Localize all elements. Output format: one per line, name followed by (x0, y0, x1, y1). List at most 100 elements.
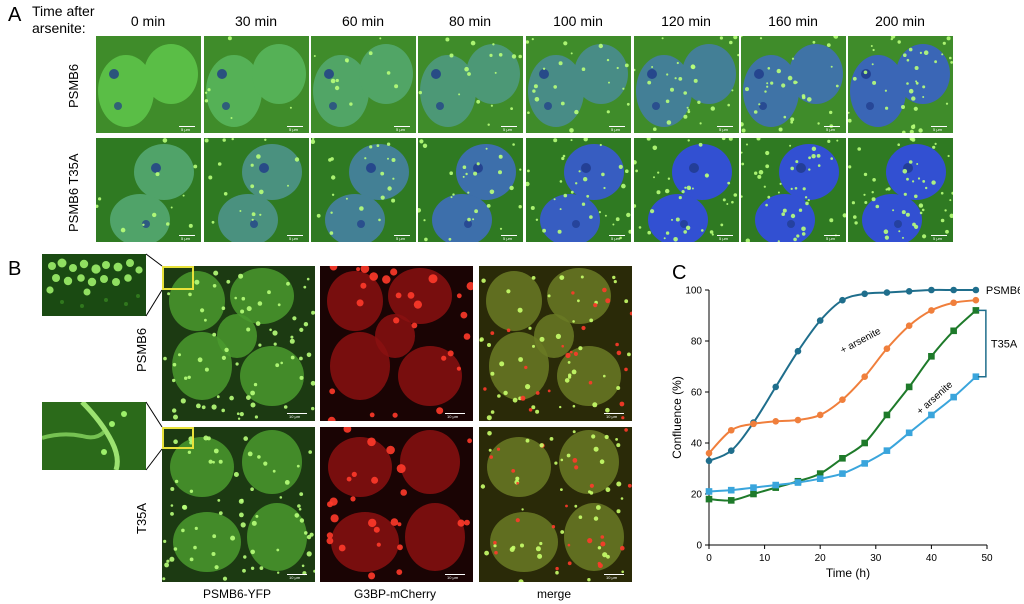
t35a-bracket (977, 309, 987, 378)
yfp-tile: 10 μm (162, 427, 315, 582)
data-point (950, 286, 957, 294)
scale-bar-text: 5 μm (933, 236, 942, 241)
time-label: 160 min (768, 13, 818, 29)
time-label: 60 min (341, 13, 385, 29)
bracket-label-t35a: T35A (991, 339, 1018, 351)
scale-bar-text: 10 μm (289, 414, 301, 419)
scale-bar (287, 235, 303, 236)
zoom-region-box-psmb6 (162, 266, 194, 290)
scale-bar-text: 10 μm (447, 414, 459, 419)
series-label-psmb6: PSMB6 (986, 285, 1020, 297)
panel-c-letter: C (672, 262, 687, 284)
data-point (794, 416, 802, 424)
data-point (972, 373, 980, 380)
scale-bar-text: 5 μm (396, 236, 405, 241)
data-point (839, 455, 846, 462)
data-point (750, 484, 757, 491)
data-point (972, 307, 980, 314)
data-point (705, 449, 713, 457)
scale-bar (179, 126, 195, 127)
x-tick-label: 50 (981, 553, 993, 564)
data-point (905, 322, 913, 329)
micrograph-tile: 5 μm (311, 138, 416, 242)
channel-label-yfp: PSMB6-YFP (202, 587, 271, 601)
scale-bar-text: 10 μm (606, 575, 618, 580)
micrograph-tile: 5 μm (311, 36, 416, 133)
confluence-chart: 0 10 20 30 40 50 0 20 40 60 80 100 Time (h) Confluenc… (670, 285, 1020, 580)
mcherry-tile: 10 μm (320, 266, 473, 421)
data-point (750, 490, 757, 498)
time-label: 80 min (448, 13, 492, 29)
data-point (950, 327, 957, 335)
x-tick-label: 20 (815, 553, 827, 564)
micrograph-tile: 5 μm (848, 36, 953, 133)
scale-bar (445, 574, 465, 575)
data-point (839, 296, 846, 304)
merge-tile: 10 μm (479, 427, 632, 582)
data-point (972, 296, 980, 304)
time-label: 200 min (875, 13, 925, 29)
scale-bar-text: 5 μm (396, 127, 405, 132)
chart-series (705, 286, 980, 504)
micrograph-tile: 5 μm (526, 138, 631, 242)
y-tick-label: 20 (691, 490, 703, 501)
inset-zoom-t35a (42, 402, 146, 470)
data-point (705, 488, 713, 495)
data-point (928, 411, 935, 419)
panel-a-letter: A (8, 4, 22, 26)
x-axis-label: Time (h) (826, 566, 870, 580)
micrograph-tile: 5 μm (204, 138, 309, 242)
y-tick-label: 0 (696, 541, 702, 552)
series-line-0 (708, 288, 976, 462)
channel-label-merge: merge (536, 587, 571, 601)
mcherry-tile: 10 μm (320, 427, 473, 582)
merge-tile: 10 μm (479, 266, 632, 421)
scale-bar-text: 5 μm (933, 127, 942, 132)
scale-bar (445, 413, 465, 414)
data-point (883, 447, 891, 454)
micrograph-tile: 5 μm (96, 36, 201, 133)
data-point (705, 495, 713, 503)
scale-bar-text: 5 μm (611, 127, 620, 132)
scale-bar (931, 126, 947, 127)
scale-bar-text: 5 μm (289, 236, 298, 241)
scale-bar (394, 235, 410, 236)
data-point (861, 439, 868, 447)
scale-bar-text: 10 μm (606, 414, 618, 419)
inset-zoom-psmb6 (42, 254, 146, 316)
data-point (905, 429, 913, 437)
data-point (794, 347, 802, 355)
yfp-tile: 10 μm (162, 266, 315, 421)
scale-bar-text: 5 μm (611, 236, 620, 241)
time-label: 100 min (553, 13, 603, 29)
panel-b-row-label-t35a: T35A (134, 502, 149, 534)
y-tick-label: 60 (691, 388, 703, 399)
data-point (772, 481, 780, 489)
micrograph-tile: 5 μm (741, 138, 846, 242)
scale-bar-text: 5 μm (181, 236, 190, 241)
y-tick-label: 40 (691, 439, 703, 450)
scale-bar-text: 5 μm (826, 127, 835, 132)
time-label: 120 min (661, 13, 711, 29)
data-point (883, 345, 891, 352)
micrograph-tile: 5 μm (204, 36, 309, 133)
scale-bar-text: 5 μm (719, 127, 728, 132)
inset-connector-lines (145, 253, 163, 471)
y-axis-label: Confluence (%) (670, 376, 684, 459)
data-point (883, 411, 891, 419)
micrograph-tile: 5 μm (96, 138, 201, 242)
micrograph-tile: 5 μm (418, 36, 523, 133)
data-point (928, 353, 935, 360)
time-label: 0 min (130, 13, 166, 29)
data-point (727, 426, 735, 434)
x-tick-label: 30 (870, 553, 882, 564)
data-point (816, 475, 824, 482)
scale-bar-text: 5 μm (503, 127, 512, 132)
scale-bar (717, 235, 733, 236)
micrograph-tile: 5 μm (634, 36, 739, 133)
data-point (772, 383, 780, 391)
micrograph-tile: 5 μm (418, 138, 523, 242)
scale-bar (604, 413, 624, 414)
data-point (972, 286, 980, 294)
y-tick-label: 80 (691, 337, 703, 348)
